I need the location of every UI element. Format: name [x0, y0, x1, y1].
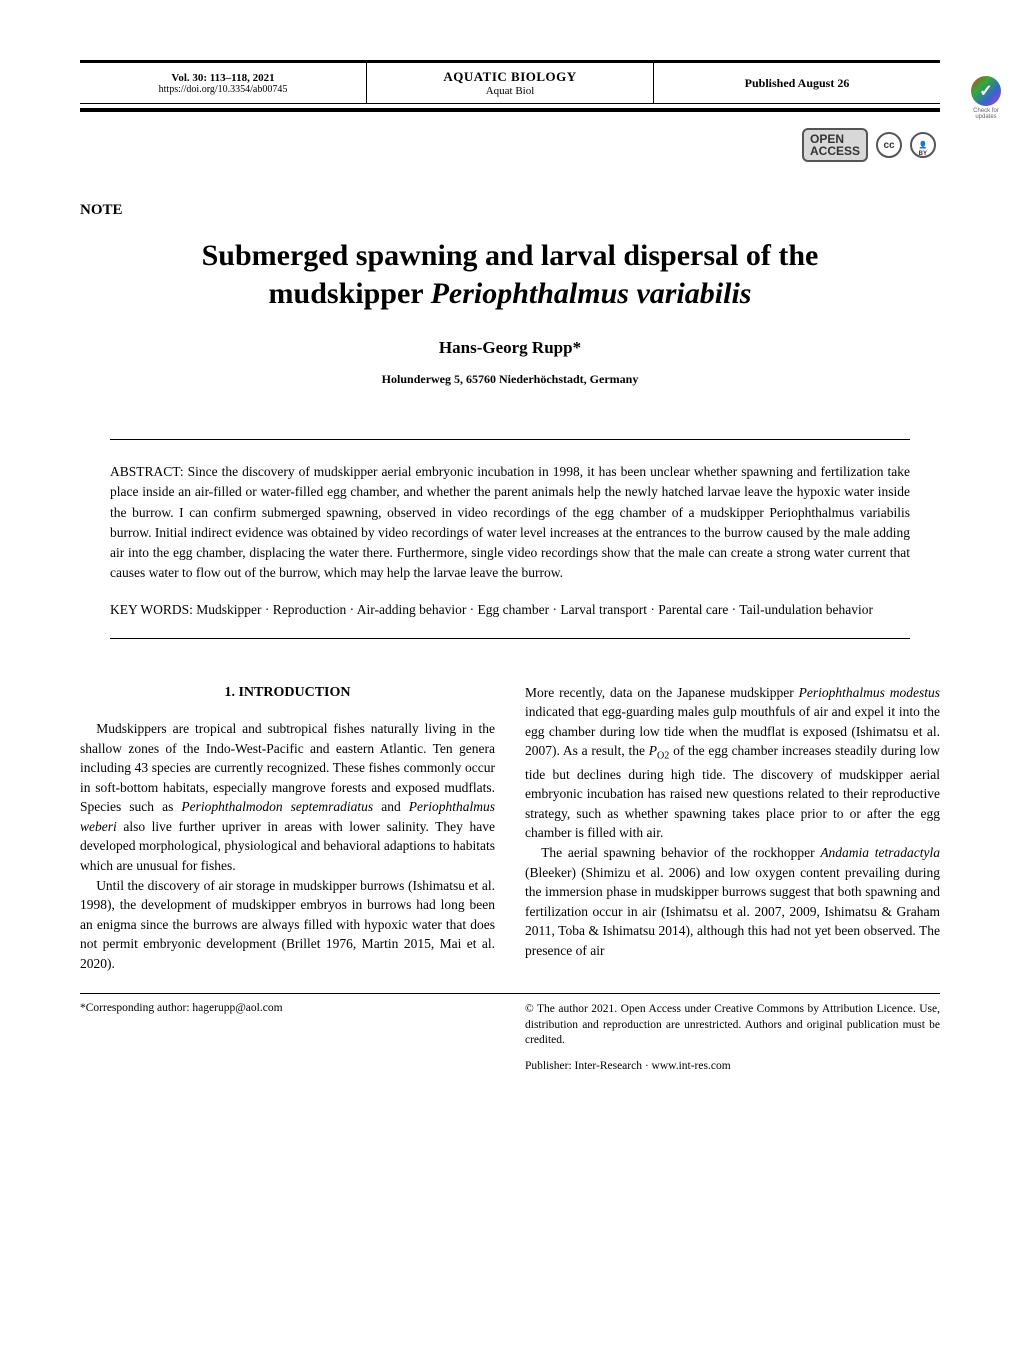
column-right: More recently, data on the Japanese muds… — [525, 683, 940, 974]
title-species: Periophthalmus variabilis — [431, 277, 752, 310]
journal-title: AQUATIC BIOLOGY — [383, 69, 637, 85]
paper-page: Vol. 30: 113–118, 2021 https://doi.org/1… — [0, 0, 1020, 1114]
keywords: KEY WORDS: Mudskipper · Reproduction · A… — [110, 600, 910, 620]
journal-header: Vol. 30: 113–118, 2021 https://doi.org/1… — [80, 60, 940, 104]
col2-para2: The aerial spawning behavior of the rock… — [525, 843, 940, 960]
license-text: © The author 2021. Open Access under Cre… — [525, 1002, 940, 1074]
header-journal-cell: AQUATIC BIOLOGY Aquat Biol — [367, 63, 654, 103]
affiliation-line: Holunderweg 5, 65760 Niederhöchstadt, Ge… — [80, 372, 940, 387]
body-columns: 1. INTRODUCTION Mudskippers are tropical… — [80, 683, 940, 974]
col1-para2: Until the discovery of air storage in mu… — [80, 876, 495, 974]
journal-subtitle: Aquat Biol — [383, 85, 637, 97]
badges-row: OPEN ACCESS cc 👤BY — [80, 128, 940, 162]
doi-line: https://doi.org/10.3354/ab00745 — [96, 84, 350, 95]
abstract-label: ABSTRACT: — [110, 464, 184, 479]
published-date: Published August 26 — [670, 76, 924, 91]
header-published-cell: Published August 26 — [654, 63, 940, 103]
section-1-head: 1. INTRODUCTION — [80, 683, 495, 703]
col1-para1: Mudskippers are tropical and subtropical… — [80, 719, 495, 876]
column-left: 1. INTRODUCTION Mudskippers are tropical… — [80, 683, 495, 974]
footer-rule — [80, 993, 940, 994]
author-line: Hans-Georg Rupp* — [80, 338, 940, 358]
keywords-label: KEY WORDS: — [110, 602, 193, 617]
title-line1: Submerged spawning and larval dispersal … — [202, 239, 819, 272]
corresponding-author: *Corresponding author: hagerupp@aol.com — [80, 1002, 495, 1074]
paper-title: Submerged spawning and larval dispersal … — [80, 237, 940, 312]
publisher-line: Publisher: Inter-Research · www.int-res.… — [525, 1059, 940, 1075]
note-label: NOTE — [80, 202, 940, 219]
open-access-badge: OPEN ACCESS — [802, 128, 868, 162]
volume-line: Vol. 30: 113–118, 2021 — [96, 72, 350, 84]
abstract-block: ABSTRACT: Since the discovery of mudskip… — [110, 439, 910, 639]
open-access-line2: ACCESS — [810, 144, 860, 158]
keywords-body: Mudskipper · Reproduction · Air-adding b… — [196, 602, 873, 617]
title-line2-pre: mudskipper — [269, 277, 431, 310]
cc-icon: cc — [876, 132, 902, 158]
header-volume-cell: Vol. 30: 113–118, 2021 https://doi.org/1… — [80, 63, 367, 103]
col2-para1: More recently, data on the Japanese muds… — [525, 683, 940, 843]
cc-by-icon: 👤BY — [910, 132, 936, 158]
abstract-body: Since the discovery of mudskipper aerial… — [110, 464, 910, 580]
header-rule — [80, 108, 940, 112]
abstract-text: ABSTRACT: Since the discovery of mudskip… — [110, 462, 910, 584]
footer: *Corresponding author: hagerupp@aol.com … — [80, 1002, 940, 1074]
